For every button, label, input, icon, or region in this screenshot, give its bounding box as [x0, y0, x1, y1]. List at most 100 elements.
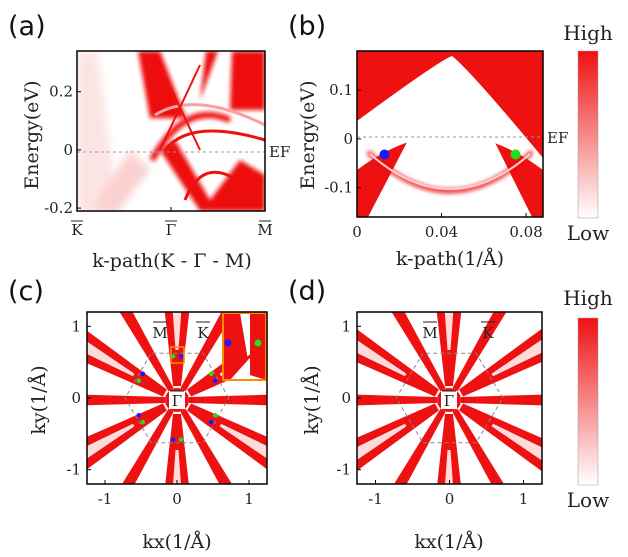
c-node-blue	[140, 371, 146, 377]
panel-label-a: (a)	[8, 11, 46, 42]
a-ytick-label: -0.2	[44, 199, 73, 217]
panel-c-point-k: K	[197, 324, 209, 342]
k-arm	[459, 403, 542, 484]
bz-hexagon	[124, 352, 230, 444]
c-node-green	[170, 354, 176, 359]
k-spoke-band	[180, 408, 259, 484]
colorbar-bottom-low: Low	[567, 488, 609, 512]
c-node-blue	[136, 413, 142, 418]
c-node-green	[178, 437, 184, 442]
c-xtick-label: 1	[244, 490, 254, 508]
k-arm-gap	[491, 323, 542, 377]
panel-a-spectral-map	[77, 51, 265, 211]
panel-b: EF 0.1 0 -0.1 0 0.04 0.08 k-path(1/Å) Energy…	[297, 50, 568, 270]
k-spoke	[180, 312, 259, 392]
a-ytick-label: 0.2	[49, 83, 73, 101]
c-node-green	[136, 378, 142, 384]
k-spoke-band	[367, 408, 446, 484]
k-spoke	[452, 408, 531, 484]
k-arm	[357, 314, 439, 397]
b-xtick-label: 0.04	[425, 223, 458, 241]
k-spoke	[367, 312, 446, 392]
k-arm	[159, 414, 195, 484]
panel-d-x-ticks: -1 0 1	[368, 480, 528, 508]
panel-b-x-label: k-path(1/Å)	[396, 248, 504, 270]
c-xtick-label: -1	[98, 490, 113, 508]
panel-c-x-label: kx(1/Å)	[142, 531, 211, 553]
b-ytick-label: -0.1	[324, 179, 353, 197]
k-arm	[357, 403, 439, 484]
panel-b-y-label: Energy(eV)	[297, 80, 319, 189]
panel-c-y-ticks: 1 0 -1	[66, 317, 91, 479]
panel-d-point-m: M	[422, 324, 437, 342]
colorbar-top: High Low	[563, 21, 613, 245]
c-ytick-label: 0	[71, 389, 81, 407]
b-xtick-label: 0	[352, 223, 362, 241]
k-spoke-band	[367, 312, 446, 392]
c-xtick-label: 0	[172, 490, 182, 508]
k-arm-gap	[357, 423, 407, 477]
bz-hexagon	[395, 352, 504, 444]
panel-a-x-label: k-path(K - Γ - M)	[92, 250, 252, 272]
k-arm	[431, 312, 467, 386]
k-arm-gap	[491, 423, 542, 477]
panel-a: EF 0.2 0 -0.2 K Γ M k-path(K - Γ - M) Energy…	[21, 50, 290, 272]
panel-c-point-m: M	[152, 324, 167, 342]
inset-marker	[170, 346, 185, 364]
panel-b-x-ticks: 0 0.04 0.08	[352, 213, 543, 241]
k-arm	[87, 314, 167, 397]
k-spoke	[461, 394, 542, 406]
d-xtick-label: -1	[368, 490, 383, 508]
k-spoke-band	[95, 408, 174, 484]
k-spoke-band	[180, 312, 259, 392]
k-spoke-band	[452, 312, 531, 392]
colorbar-top-high: High	[563, 21, 613, 45]
k-spoke	[367, 408, 446, 484]
panel-c: M K Γ 1 0 -1 -1 0 1 kx(1/Å) ky(1/Å)	[28, 311, 268, 553]
c-node-green	[140, 419, 146, 425]
colorbar-bottom-gradient	[577, 317, 599, 486]
k-spoke	[357, 394, 437, 406]
b-xtick-label: 0.08	[509, 223, 542, 241]
b-ytick-label: 0.1	[329, 81, 353, 99]
k-spoke	[95, 312, 174, 392]
colorbar-top-low: Low	[567, 221, 609, 245]
panel-d-brillouin-zone	[395, 352, 504, 444]
k-arm	[87, 403, 167, 484]
colorbar-top-gradient	[577, 50, 599, 219]
panel-a-y-label: Energy(eV)	[21, 80, 43, 189]
d-ytick-label: -1	[336, 461, 351, 479]
panel-b-nodes	[379, 149, 521, 160]
k-arm	[187, 403, 267, 484]
c-node-green	[208, 371, 214, 377]
inset-frame	[222, 312, 267, 381]
panel-a-y-ticks: 0.2 0 -0.2	[44, 83, 81, 217]
c-node-blue	[212, 378, 218, 384]
k-spoke-band	[357, 394, 437, 406]
c-ytick-label: 1	[71, 317, 81, 335]
panel-label-b: (b)	[288, 11, 326, 42]
d-ytick-label: 1	[341, 317, 351, 335]
k-spoke	[452, 312, 531, 392]
k-spoke	[95, 408, 174, 484]
panel-b-y-ticks: 0.1 0 -0.1	[324, 81, 361, 197]
d-xtick-label: 1	[519, 490, 529, 508]
k-arm	[159, 312, 195, 386]
k-arm-gap	[219, 423, 267, 477]
d-ytick-label: 0	[341, 389, 351, 407]
c-node-blue	[208, 419, 214, 425]
k-arm-gap	[357, 323, 407, 377]
panel-c-x-ticks: -1 0 1	[98, 480, 254, 508]
inset-node-green	[254, 339, 262, 347]
colorbar-bottom-high: High	[563, 286, 613, 310]
panel-d-x-label: kx(1/Å)	[414, 531, 483, 553]
k-spoke-band	[461, 394, 542, 406]
panel-d: M K Γ 1 0 -1 -1 0 1 kx(1/Å) ky(1/Å)	[301, 311, 543, 553]
a-xtick-label: Γ	[166, 221, 176, 239]
panel-c-inset	[170, 312, 267, 381]
a-ytick-label: 0	[63, 141, 73, 159]
b-node-blue	[379, 149, 390, 160]
k-arm-gap	[87, 323, 135, 377]
